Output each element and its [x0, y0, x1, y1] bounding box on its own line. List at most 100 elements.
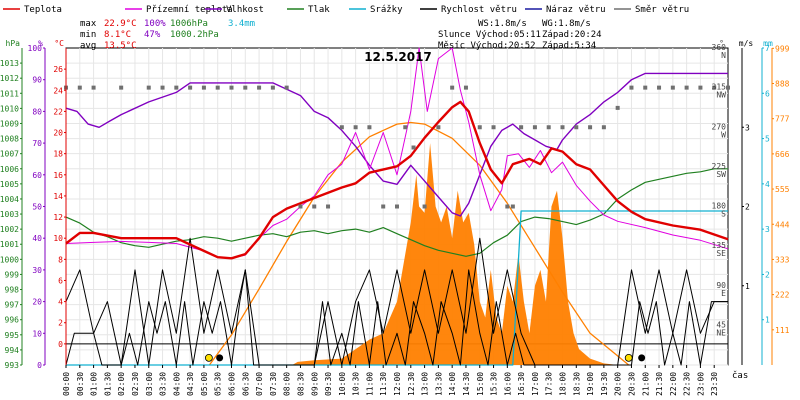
wind-direction-marker [463, 85, 468, 90]
legend: Teplota Přízemní teplota Vlhkost Tlak Sr… [3, 5, 689, 15]
wind-direction-marker [77, 85, 82, 90]
x-tick-label: 13:30 [434, 372, 443, 396]
axis-tick-label-ms: 2 [745, 203, 750, 212]
wind-direction-marker [546, 125, 551, 130]
x-tick-label: 04:00 [172, 372, 181, 396]
axis-tick-label-degc: 14 [53, 192, 63, 201]
axis-tick-label-hpa: 1002 [0, 225, 19, 234]
axis-tick-label-hpa: 1008 [0, 135, 19, 144]
wind-direction-marker [243, 85, 248, 90]
wind-direction-marker [119, 85, 124, 90]
axis-tick-label-pct: 80 [32, 107, 42, 116]
axis-tick-label-pct: 20 [32, 298, 42, 307]
axis-tick-compass-dir: E [721, 289, 726, 298]
x-tick-label: 15:00 [476, 372, 485, 396]
axis-tick-compass-dir: NW [716, 91, 726, 100]
axis-tick-label-hpa: 1011 [0, 89, 19, 98]
axis-unit-mm: mm [763, 39, 773, 48]
axis-tick-label-hpa: 1004 [0, 195, 19, 204]
axis-tick-label-dir: 360 [712, 43, 727, 52]
wind-direction-marker [657, 85, 662, 90]
axis-unit-degc: °C [54, 39, 64, 48]
moonset-marker [216, 354, 224, 362]
legend-label-precip: Srážky [370, 5, 403, 15]
info-block: WS:1.8m/s WG:1.8m/s Slunce Východ:05:11 … [438, 19, 602, 51]
sunrise-marker [204, 353, 213, 362]
x-tick-label: 13:00 [421, 372, 430, 396]
axis-tick-label-degc: 0 [58, 340, 63, 349]
x-tick-label: 02:30 [131, 372, 140, 396]
axis-unit-pct: % [38, 39, 43, 48]
stats-max-hum: 100% [144, 19, 166, 29]
series-gust [65, 237, 728, 366]
info-sun-set: Západ:20:24 [542, 30, 602, 40]
x-tick-label: 09:00 [310, 372, 319, 396]
series-layer [65, 47, 729, 366]
wind-direction-marker [174, 85, 179, 90]
x-tick-label: 18:00 [559, 372, 568, 396]
wind-direction-marker [477, 125, 482, 130]
legend-label-temp: Teplota [24, 5, 62, 15]
axis-unit-dir: ° [719, 39, 724, 48]
axis-tick-label-degc: 22 [53, 107, 63, 116]
legend-label-gust: Náraz větru [546, 5, 606, 15]
axis-tick-label-pct: 30 [32, 266, 42, 275]
x-tick-label: 01:30 [103, 372, 112, 396]
axis-tick-label-mm: 1 [765, 316, 770, 325]
axis-tick-label-sol: 444 [775, 220, 790, 229]
axis-tick-label-mm: 2 [765, 270, 770, 279]
wind-direction-marker [422, 204, 427, 209]
stats-avg-label: avg [80, 41, 96, 51]
x-tick-label: 08:30 [296, 372, 305, 396]
axis-tick-label-mm: 3 [765, 225, 770, 234]
wind-direction-marker [367, 125, 372, 130]
x-tick-label: 19:30 [600, 372, 609, 396]
legend-label-wind: Rychlost větru [441, 5, 517, 15]
info-sun-rise: Slunce Východ:05:11 [438, 30, 541, 40]
wind-direction-marker [712, 85, 717, 90]
wind-direction-marker [146, 85, 151, 90]
x-tick-label: 23:30 [710, 372, 719, 396]
wind-direction-marker [684, 85, 689, 90]
x-tick-label: 16:30 [517, 372, 526, 396]
axis-tick-label-mm: 5 [765, 135, 770, 144]
axis-tick-label-dir: 135 [712, 241, 727, 250]
x-tick-label: 00:30 [76, 372, 85, 396]
x-tick-label: 17:30 [545, 372, 554, 396]
x-tick-label: 02:00 [117, 372, 126, 396]
x-tick-label: 07:00 [255, 372, 264, 396]
axis-tick-label-degc: 8 [58, 255, 63, 264]
axis-tick-label-hpa: 998 [5, 286, 20, 295]
wind-direction-marker [411, 145, 416, 150]
axis-tick-label-hpa: 993 [5, 361, 20, 370]
wind-direction-marker [670, 85, 675, 90]
wind-direction-marker [353, 125, 358, 130]
axis-tick-label-dir: 270 [712, 122, 727, 131]
legend-label-humidity: Vlhkost [226, 5, 264, 15]
wind-direction-marker [312, 204, 317, 209]
axis-tick-label-degc: 16 [53, 171, 63, 180]
info-wg: WG:1.8m/s [542, 19, 591, 29]
wind-direction-marker [160, 85, 165, 90]
info-moon-set: Západ:5:34 [542, 41, 596, 51]
axis-tick-label-degc: 26 [53, 65, 63, 74]
legend-label-direction: Směr větru [635, 5, 689, 15]
wind-direction-marker [188, 85, 193, 90]
stats-min-label: min [80, 30, 96, 40]
x-tick-label: 07:30 [269, 372, 278, 396]
sunset-marker [624, 353, 633, 362]
axis-tick-label-hpa: 999 [5, 270, 20, 279]
axis-tick-label-pct: 60 [32, 171, 42, 180]
wind-direction-layer [64, 85, 730, 362]
axis-tick-label-sol: 333 [775, 255, 790, 264]
wind-direction-marker [395, 204, 399, 209]
x-tick-label: 03:30 [159, 372, 168, 396]
stats-block: max 22.9°C 100% 1006hPa 3.4mm min 8.1°C … [80, 19, 255, 51]
axis-tick-label-sol: 999 [775, 44, 790, 53]
axis-tick-label-pct: 10 [32, 329, 42, 338]
x-tick-label: 09:30 [324, 372, 333, 396]
axis-tick-label-degc: 18 [53, 150, 63, 159]
axis-tick-label-dir: 225 [712, 162, 727, 171]
axis-unit-hpa: hPa [6, 39, 21, 48]
wind-direction-marker [588, 125, 593, 130]
